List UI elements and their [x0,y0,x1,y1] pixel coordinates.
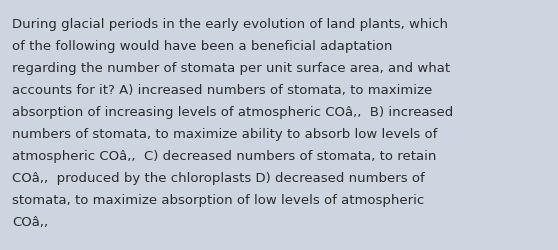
Text: absorption of increasing levels of atmospheric COâ,,  B) increased: absorption of increasing levels of atmos… [12,106,454,118]
Text: COâ,,: COâ,, [12,216,49,228]
Text: atmospheric COâ,,  C) decreased numbers of stomata, to retain: atmospheric COâ,, C) decreased numbers o… [12,150,437,162]
Text: stomata, to maximize absorption of low levels of atmospheric: stomata, to maximize absorption of low l… [12,194,425,206]
Text: of the following would have been a beneficial adaptation: of the following would have been a benef… [12,40,393,52]
Text: During glacial periods in the early evolution of land plants, which: During glacial periods in the early evol… [12,18,448,30]
Text: numbers of stomata, to maximize ability to absorb low levels of: numbers of stomata, to maximize ability … [12,128,437,140]
Text: regarding the number of stomata per unit surface area, and what: regarding the number of stomata per unit… [12,62,450,74]
Text: COâ,,  produced by the chloroplasts D) decreased numbers of: COâ,, produced by the chloroplasts D) de… [12,172,425,184]
Text: accounts for it? A) increased numbers of stomata, to maximize: accounts for it? A) increased numbers of… [12,84,432,96]
